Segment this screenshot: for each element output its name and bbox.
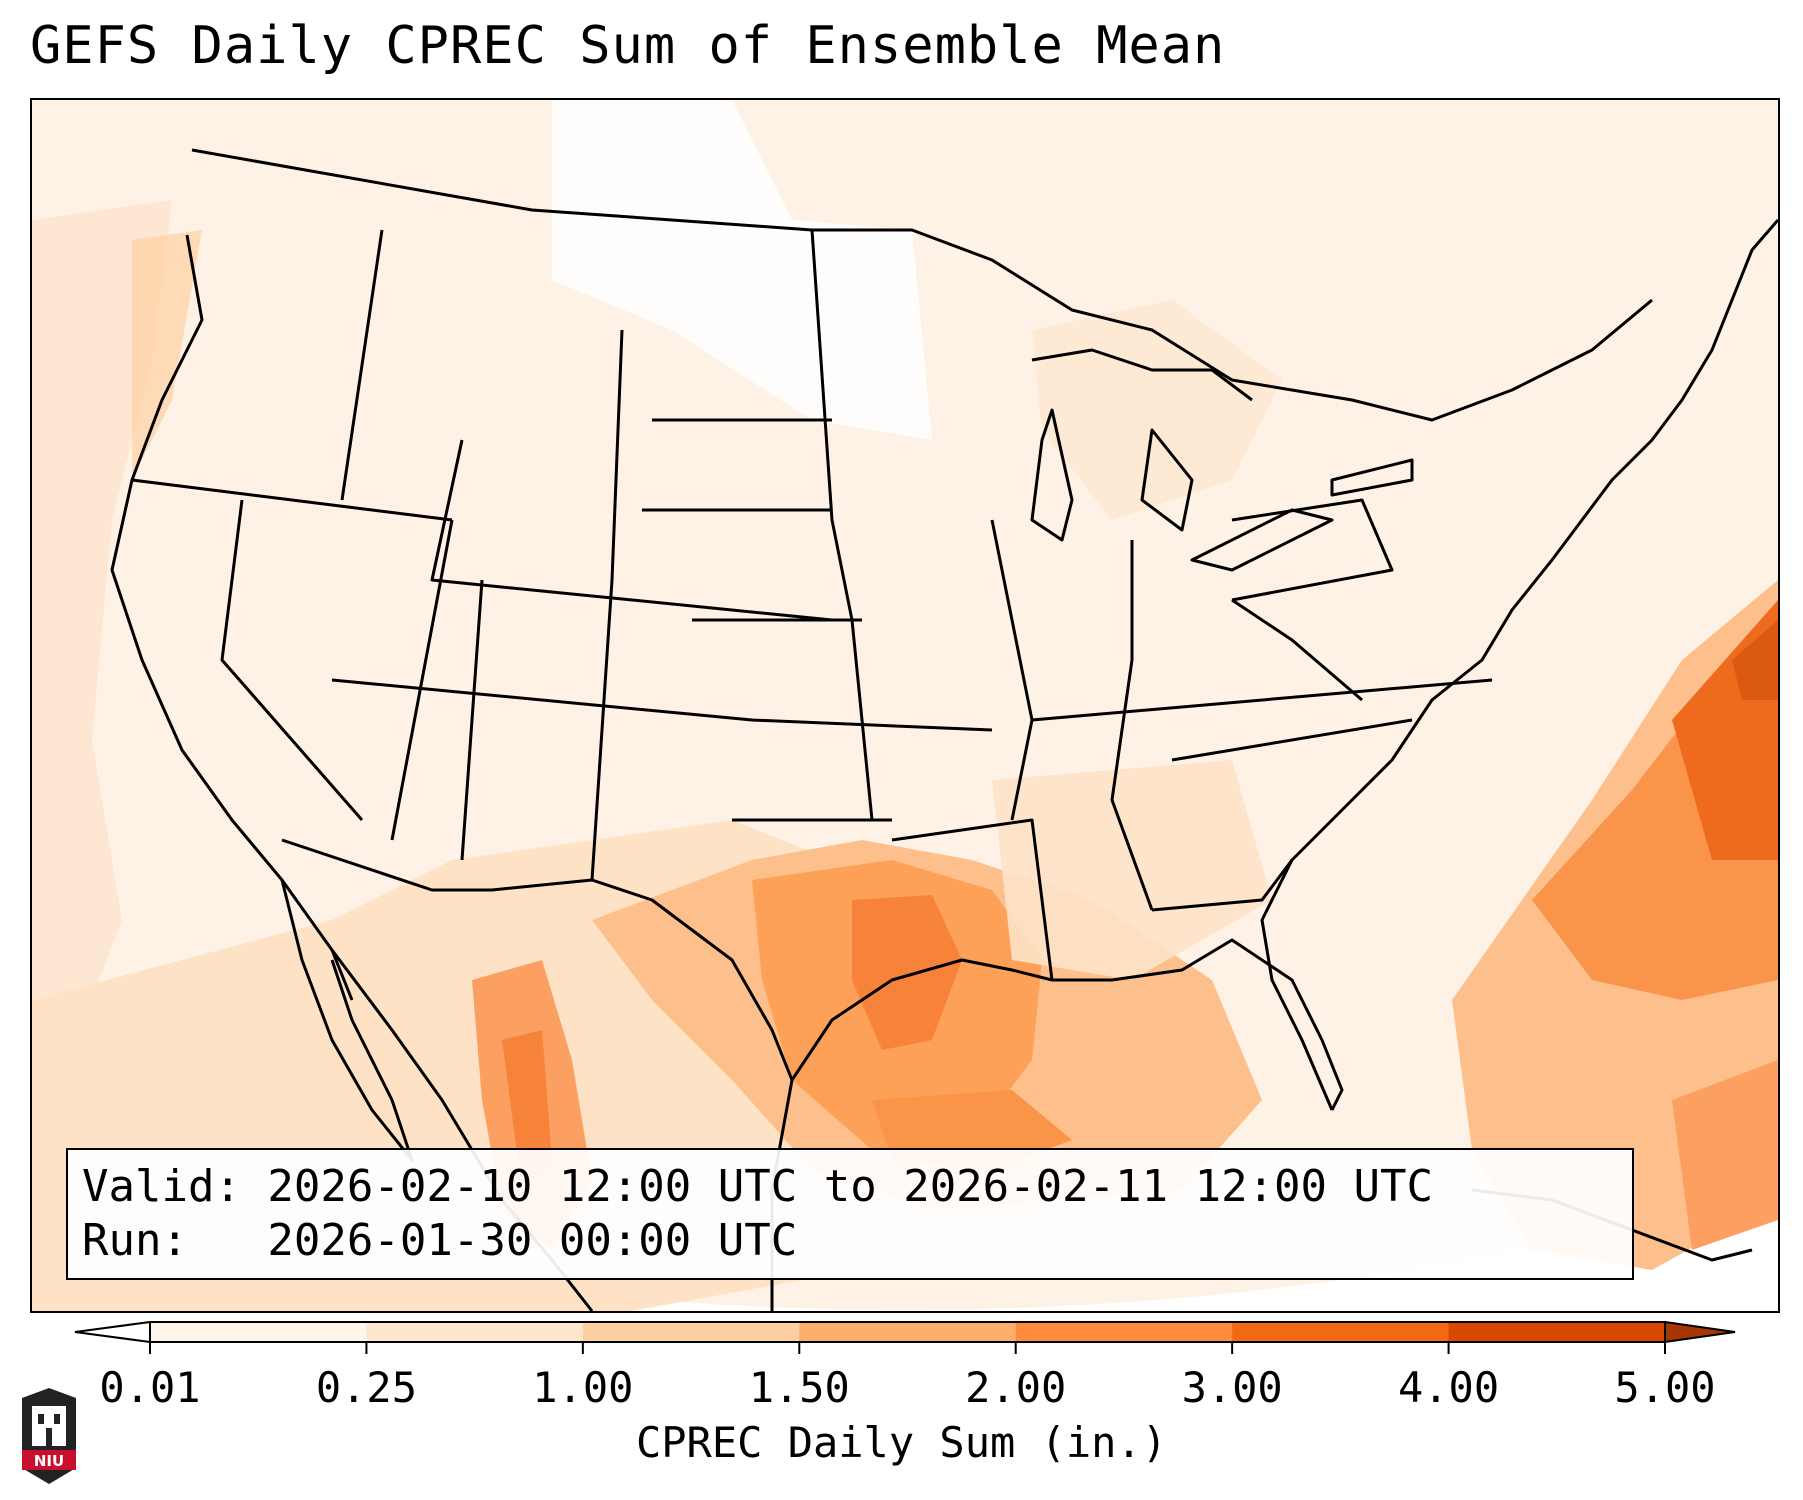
lake-ontario (1330, 458, 1414, 497)
precip-map (32, 100, 1778, 1311)
east-coast (1260, 219, 1778, 1111)
run-time-text: Run: 2026-01-30 00:00 UTC (82, 1215, 798, 1266)
colorbar-segment (1232, 1322, 1450, 1342)
logo-band (22, 1450, 76, 1470)
shade-mid-south (992, 760, 1272, 980)
colorbar-segment (799, 1322, 1017, 1342)
colorbar-tick-label: 0.01 (99, 1363, 200, 1412)
state-line-wy-co (430, 439, 833, 622)
colorbar-segment (582, 1322, 800, 1342)
shade-great-lakes (1032, 300, 1282, 520)
logo-window-1 (38, 1414, 44, 1424)
colorbar-extend-low (74, 1320, 151, 1344)
colorbar-tick-label: 1.00 (532, 1363, 633, 1412)
valid-time-text: Valid: 2026-02-10 12:00 UTC to 2026-02-1… (82, 1161, 1434, 1212)
colorbar-segments (74, 1320, 1736, 1344)
state-line-wa-id (340, 229, 384, 501)
colorbar-tick-label: 3.00 (1182, 1363, 1283, 1412)
colorbar-extend-high (1664, 1320, 1736, 1344)
logo-text: NIU (34, 1452, 64, 1470)
state-line-ga-fl (1151, 859, 1294, 912)
west-coast (110, 234, 354, 1001)
lake-huron (1140, 428, 1194, 532)
state-line-wv-va (1231, 598, 1363, 702)
colorbar: 0.01 0.25 1.00 1.50 2.00 3.00 4.00 5.00 (74, 1320, 1736, 1412)
state-line-ut-co (460, 579, 484, 861)
colorbar-tick-label: 0.25 (316, 1363, 417, 1412)
lake-erie (1190, 508, 1334, 572)
mexico-border (281, 838, 794, 1081)
colorbar-tick-label: 4.00 (1398, 1363, 1499, 1412)
colorbar-outline (149, 1321, 1666, 1343)
state-line-36n (331, 678, 993, 732)
state-line-tn-nc (1171, 718, 1413, 762)
map-panel (30, 98, 1780, 1313)
state-line-plains-east (810, 229, 874, 821)
logo-door (46, 1428, 52, 1446)
colorbar-ticks: 0.01 0.25 1.00 1.50 2.00 3.00 4.00 5.00 (99, 1342, 1716, 1412)
logo-window-2 (54, 1414, 60, 1424)
lake-michigan (1030, 408, 1074, 542)
shade-texas-core (852, 895, 962, 1050)
state-line-nv-ut (390, 519, 454, 841)
shade-caribbean (1672, 1060, 1778, 1250)
state-line-or-ca-nv (131, 478, 453, 522)
niu-logo: NIU (22, 1388, 76, 1484)
shade-plains-dry (552, 100, 932, 440)
map-title: GEFS Daily CPREC Sum of Ensemble Mean (30, 16, 1226, 76)
colorbar-tick-label: 5.00 (1614, 1363, 1715, 1412)
colorbar-label: CPREC Daily Sum (in.) (635, 1418, 1167, 1467)
boundaries (110, 148, 1778, 1311)
shade-atlantic-max (1732, 620, 1778, 700)
state-line-co-ks (590, 329, 624, 881)
baja-coast (280, 879, 414, 1162)
state-line-la-ms (891, 818, 1054, 981)
state-line-in-oh-al (1110, 540, 1154, 911)
valid-run-box: Valid: 2026-02-10 12:00 UTC to 2026-02-1… (66, 1148, 1634, 1280)
state-line-ky-tn (1031, 678, 1493, 722)
lake-superior (1031, 348, 1253, 402)
state-line-pa (1231, 498, 1394, 602)
colorbar-tick-label: 2.00 (965, 1363, 1066, 1412)
colorbar-segment (150, 1322, 367, 1342)
state-line-ca-nv (220, 499, 364, 821)
colorbar-segment (1015, 1322, 1233, 1342)
colorbar-tick-label: 1.50 (749, 1363, 850, 1412)
colorbar-segment (1448, 1322, 1666, 1342)
shade-pacific-nw (132, 230, 202, 480)
colorbar-segment (366, 1322, 584, 1342)
